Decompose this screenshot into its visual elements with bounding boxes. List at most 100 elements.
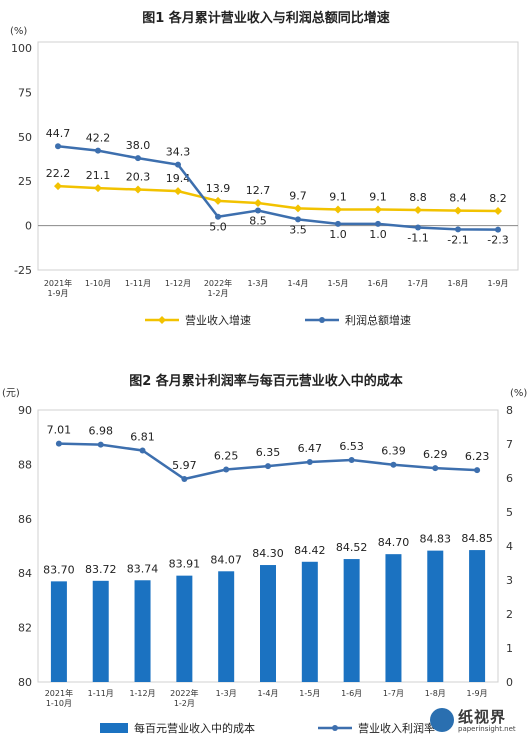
chart1-y-tick-label: 25 bbox=[18, 175, 32, 188]
chart2-line-point bbox=[265, 463, 271, 470]
chart1-profit-data-label: -1.1 bbox=[407, 232, 428, 245]
chart1-x-tick-label: 1-3月 bbox=[247, 279, 268, 288]
chart2-right-unit: (%) bbox=[510, 388, 527, 399]
chart1-series: 22.2 21.1 20.3 19.4 13.9 12.7 9.7 9.1 9.1 8.8 8.4 8… bbox=[46, 127, 509, 246]
chart1-revenue-point bbox=[374, 205, 382, 214]
chart2-x-tick-label: 1-4月 bbox=[257, 689, 278, 698]
chart2-bars: 83.70 83.72 83.74 83.91 84.07 84.30 84.42 84.52… bbox=[43, 532, 493, 682]
chart1-revenue-growth-line bbox=[57, 184, 499, 213]
chart1-profit-data-label: 8.5 bbox=[249, 215, 267, 228]
chart2-line-point bbox=[223, 466, 230, 473]
chart2-title: 图2 各月累计利润率与每百元营业收入中的成本 bbox=[129, 373, 403, 389]
chart1-profit-data-label: 42.2 bbox=[86, 132, 111, 145]
chart2-bar-data-label: 83.91 bbox=[169, 558, 201, 571]
chart2-bar bbox=[218, 571, 235, 682]
chart2-bar-data-label: 83.70 bbox=[43, 563, 75, 576]
chart2-line-data-label: 6.35 bbox=[256, 446, 281, 459]
chart1-revenue-point bbox=[494, 207, 502, 216]
chart1-revenue-point bbox=[414, 205, 422, 214]
chart2-line-point bbox=[474, 467, 481, 474]
chart1-revenue-data-label: 22.2 bbox=[46, 167, 71, 180]
chart2-bar bbox=[385, 554, 402, 682]
chart2-left-y-tick-label: 90 bbox=[18, 404, 32, 417]
chart1-profit-point bbox=[295, 216, 301, 223]
chart1-profit-point bbox=[95, 147, 101, 154]
chart2-line-point bbox=[306, 459, 313, 466]
chart1-profit-point bbox=[255, 207, 261, 214]
chart1-y-tick-label: 50 bbox=[18, 131, 32, 144]
chart1-legend: 营业收入增速 利润总额增速 bbox=[145, 313, 411, 327]
chart2-line-data-label: 5.97 bbox=[172, 459, 197, 472]
chart2-bar-data-label: 84.30 bbox=[252, 547, 284, 560]
chart2-x-tick-label: 2021年 1-10月 bbox=[45, 688, 73, 708]
chart2-bar-data-label: 84.85 bbox=[461, 532, 493, 545]
chart2-bar bbox=[301, 561, 318, 682]
chart1-profit-point bbox=[135, 155, 141, 162]
chart1-x-tick-label: 1-8月 bbox=[447, 279, 468, 288]
chart2-right-y-tick-label: 5 bbox=[506, 506, 513, 519]
chart2-bar bbox=[92, 580, 109, 682]
chart1-profit-data-label: 1.0 bbox=[329, 228, 347, 241]
chart1-profit-point bbox=[175, 161, 181, 168]
chart1-x-tick-label: 1-9月 bbox=[487, 279, 508, 288]
chart2-line-data-label: 6.25 bbox=[214, 450, 239, 463]
chart2-line-data-label: 6.47 bbox=[298, 442, 323, 455]
chart2-legend: 每百元营业收入中的成本 营业收入利润率 bbox=[100, 721, 435, 735]
chart1-profit-data-label: -2.1 bbox=[447, 233, 468, 246]
chart1-plot-area bbox=[37, 41, 519, 271]
chart2-left-y-tick-label: 84 bbox=[18, 567, 32, 580]
chart2-x-tick-label: 1-7月 bbox=[383, 689, 404, 698]
chart2-right-y-tick-label: 0 bbox=[506, 676, 513, 689]
chart2-bar-data-label: 84.83 bbox=[420, 533, 452, 546]
chart2-right-y-tick-label: 6 bbox=[506, 472, 513, 485]
chart1-legend-label: 营业收入增速 bbox=[185, 313, 251, 327]
chart1-profit-data-label: 5.0 bbox=[209, 221, 227, 234]
chart1-profit-data-label: 44.7 bbox=[46, 127, 71, 140]
chart2-line-data-label: 6.81 bbox=[130, 430, 155, 443]
chart2-line-point bbox=[97, 441, 104, 448]
chart2-legend-line-marker bbox=[332, 725, 338, 731]
chart1-x-tick-label: 1-11月 bbox=[125, 279, 151, 288]
chart1-revenue-data-label: 9.1 bbox=[369, 190, 387, 203]
chart1-x-tick-label: 2022年 1-2月 bbox=[204, 278, 232, 298]
chart2-line-point bbox=[348, 456, 355, 463]
chart1-x-tick-label: 2021年 1-9月 bbox=[44, 278, 72, 298]
chart1-revenue-point bbox=[294, 204, 302, 213]
chart1-y-tick-label: 100 bbox=[11, 42, 32, 55]
chart1-x-tick-label: 1-10月 bbox=[85, 279, 111, 288]
chart2-line-point bbox=[390, 461, 397, 468]
chart2-right-y-tick-label: 4 bbox=[506, 540, 513, 553]
chart1-legend-marker bbox=[319, 317, 325, 323]
chart2-line-point bbox=[432, 465, 439, 472]
chart1-revenue-data-label: 8.2 bbox=[489, 192, 507, 205]
chart1-legend-marker bbox=[158, 316, 166, 324]
chart2-right-y-tick-label: 7 bbox=[506, 438, 513, 451]
chart2-line-point bbox=[181, 476, 188, 483]
chart2-left-unit: (元) bbox=[2, 388, 20, 399]
chart2-line-data-label: 6.39 bbox=[381, 445, 406, 458]
chart2-line-data-label: 6.53 bbox=[339, 440, 364, 453]
chart2-left-y-tick-label: 88 bbox=[18, 458, 32, 471]
chart2-bar-data-label: 84.42 bbox=[294, 544, 326, 557]
chart2-bar-data-label: 84.70 bbox=[378, 536, 410, 549]
chart1-revenue-point bbox=[54, 182, 62, 191]
chart1-x-tick-label: 1-6月 bbox=[367, 279, 388, 288]
chart1-legend-label: 利润总额增速 bbox=[345, 313, 411, 327]
chart2-left-y-tick-label: 82 bbox=[18, 622, 32, 635]
chart2-x-tick-label: 1-5月 bbox=[299, 689, 320, 698]
chart2-bar-data-label: 83.72 bbox=[85, 563, 117, 576]
chart2-right-y-tick-label: 3 bbox=[506, 574, 513, 587]
chart2-right-y-tick-label: 8 bbox=[506, 404, 513, 417]
chart1-revenue-data-label: 8.8 bbox=[409, 191, 427, 204]
chart2-x-tick-label: 1-12月 bbox=[129, 689, 155, 698]
chart2-x-tick-label: 1-11月 bbox=[88, 689, 114, 698]
chart2-bar bbox=[469, 550, 486, 682]
chart1-profit-point bbox=[55, 143, 61, 150]
chart1-revenue-point bbox=[134, 185, 142, 194]
chart2-bar-data-label: 83.74 bbox=[127, 562, 159, 575]
chart1-y-unit: (%) bbox=[10, 26, 27, 37]
chart1-profit-data-label: 1.0 bbox=[369, 228, 387, 241]
watermark-text: 纸视界 bbox=[458, 708, 507, 726]
watermark-logo-icon bbox=[430, 708, 454, 732]
chart2-bar bbox=[176, 575, 193, 682]
